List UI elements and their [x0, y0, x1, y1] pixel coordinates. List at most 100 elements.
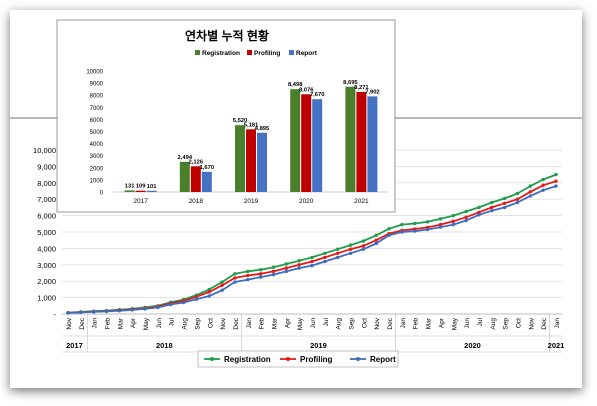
y-tick-label: 6,000: [37, 212, 56, 221]
bar-report: [257, 132, 267, 192]
inset-legend-label-profiling: Profiling: [254, 50, 280, 57]
bar-report: [312, 99, 323, 192]
x-month-label: Nov: [66, 317, 73, 329]
data-point-registration: [554, 172, 558, 177]
bar-data-label: 5,181: [244, 122, 259, 128]
bar-data-label: 131: [125, 183, 135, 189]
bar-data-label: 101: [147, 184, 157, 190]
inset-legend-label-registration: Registration: [202, 50, 240, 57]
bar-registration: [179, 161, 190, 192]
data-point-registration: [528, 184, 533, 188]
data-point-profiling: [515, 197, 520, 201]
data-point-report: [400, 230, 404, 234]
data-point-report: [515, 200, 520, 205]
data-point-report: [117, 309, 122, 313]
legend-label-profiling: Profiling: [300, 355, 333, 364]
x-month-label: Sep: [349, 318, 356, 330]
inset-legend-swatch-registration: [195, 50, 200, 55]
data-point-profiling: [361, 244, 366, 248]
x-month-label: Apr: [438, 317, 445, 328]
bar-registration: [290, 89, 301, 192]
data-point-registration: [502, 196, 507, 201]
data-point-profiling: [528, 190, 533, 194]
data-point-registration: [477, 205, 481, 210]
data-point-report: [66, 311, 70, 315]
legend-label-report: Report: [370, 355, 396, 364]
data-point-report: [464, 218, 468, 223]
x-month-label: Dec: [387, 317, 394, 329]
data-point-report: [310, 263, 314, 268]
inset-x-category-label: 2020: [299, 198, 314, 205]
data-point-report: [156, 305, 160, 310]
data-point-report: [169, 302, 173, 307]
data-point-report: [220, 288, 224, 292]
y-tick-label: 3,000: [37, 261, 56, 270]
data-point-report: [541, 188, 545, 192]
data-point-report: [194, 297, 199, 301]
data-point-registration: [490, 200, 494, 205]
bar-registration: [345, 86, 356, 192]
y-tick-label: 4,000: [37, 244, 56, 253]
x-month-label: Jun: [310, 318, 317, 329]
data-point-profiling: [220, 283, 224, 287]
bar-data-label: 2,126: [189, 159, 204, 165]
x-month-label: Apr: [284, 317, 291, 328]
data-point-report: [374, 241, 378, 246]
cumulative-line-chart: - 1,000 2,000 3,000 4,000 5,000 6,000 7,000 8,00…: [10, 19, 582, 368]
inset-y-tick-label: 8000: [90, 94, 104, 100]
inset-legend-swatch-profiling: [247, 50, 252, 55]
inset-y-tick-label: 2000: [90, 166, 104, 172]
bar-report: [146, 190, 157, 192]
data-point-profiling: [477, 210, 481, 215]
data-point-report: [323, 259, 327, 264]
bar-data-label: 5,520: [233, 118, 248, 124]
data-point-registration: [438, 217, 443, 221]
bar-data-label: 109: [136, 184, 146, 190]
inset-x-category-label: 2019: [244, 198, 259, 205]
data-point-profiling: [258, 272, 263, 276]
data-point-report: [348, 251, 353, 256]
bar-data-label: 7,902: [365, 89, 380, 95]
y-tick-label: 8,000: [37, 179, 56, 188]
legend-label-registration: Registration: [224, 355, 271, 364]
bar-data-label: 8,271: [354, 85, 369, 91]
data-point-profiling: [464, 215, 468, 219]
x-month-label: Jul: [323, 317, 330, 326]
x-month-label: Feb: [105, 318, 112, 330]
bar-data-label: 8,695: [343, 80, 358, 86]
data-point-registration: [335, 247, 340, 251]
data-point-registration: [451, 213, 455, 218]
yearly-bar-chart-inset: 연차별 누적 현황 Registration Profiling Report 0 100…: [56, 19, 396, 213]
bar-profiling: [135, 190, 146, 192]
x-month-label: Jun: [156, 318, 163, 329]
data-point-profiling: [490, 205, 494, 210]
data-point-registration: [515, 191, 520, 196]
x-month-label: Feb: [413, 318, 420, 330]
inset-y-tick-label: 1000: [90, 178, 104, 184]
inset-y-tick-label: 9000: [90, 82, 104, 88]
data-point-report: [361, 247, 366, 251]
data-point-report: [502, 205, 507, 210]
x-month-label: Jul: [477, 317, 484, 326]
x-month-label: Jan: [554, 318, 561, 329]
data-point-report: [451, 222, 455, 227]
data-point-registration: [425, 220, 430, 224]
data-point-registration: [271, 265, 276, 269]
inset-x-category-label: 2018: [189, 198, 204, 205]
data-point-report: [554, 184, 558, 188]
data-point-report: [246, 277, 250, 282]
data-point-registration: [361, 239, 366, 243]
data-point-report: [79, 310, 83, 315]
line-chart-legend: [197, 350, 399, 368]
bar-data-label: 4,895: [255, 126, 270, 132]
inset-y-tick-label: 5000: [90, 130, 104, 136]
data-point-report: [297, 266, 301, 270]
data-point-report: [207, 294, 211, 298]
y-tick-label: 9,000: [37, 162, 56, 171]
data-point-profiling: [297, 263, 301, 267]
x-month-label: Jun: [464, 318, 471, 329]
data-point-profiling: [541, 183, 545, 187]
data-point-registration: [387, 227, 391, 231]
data-point-profiling: [194, 295, 199, 299]
x-month-label: Nov: [528, 317, 535, 329]
